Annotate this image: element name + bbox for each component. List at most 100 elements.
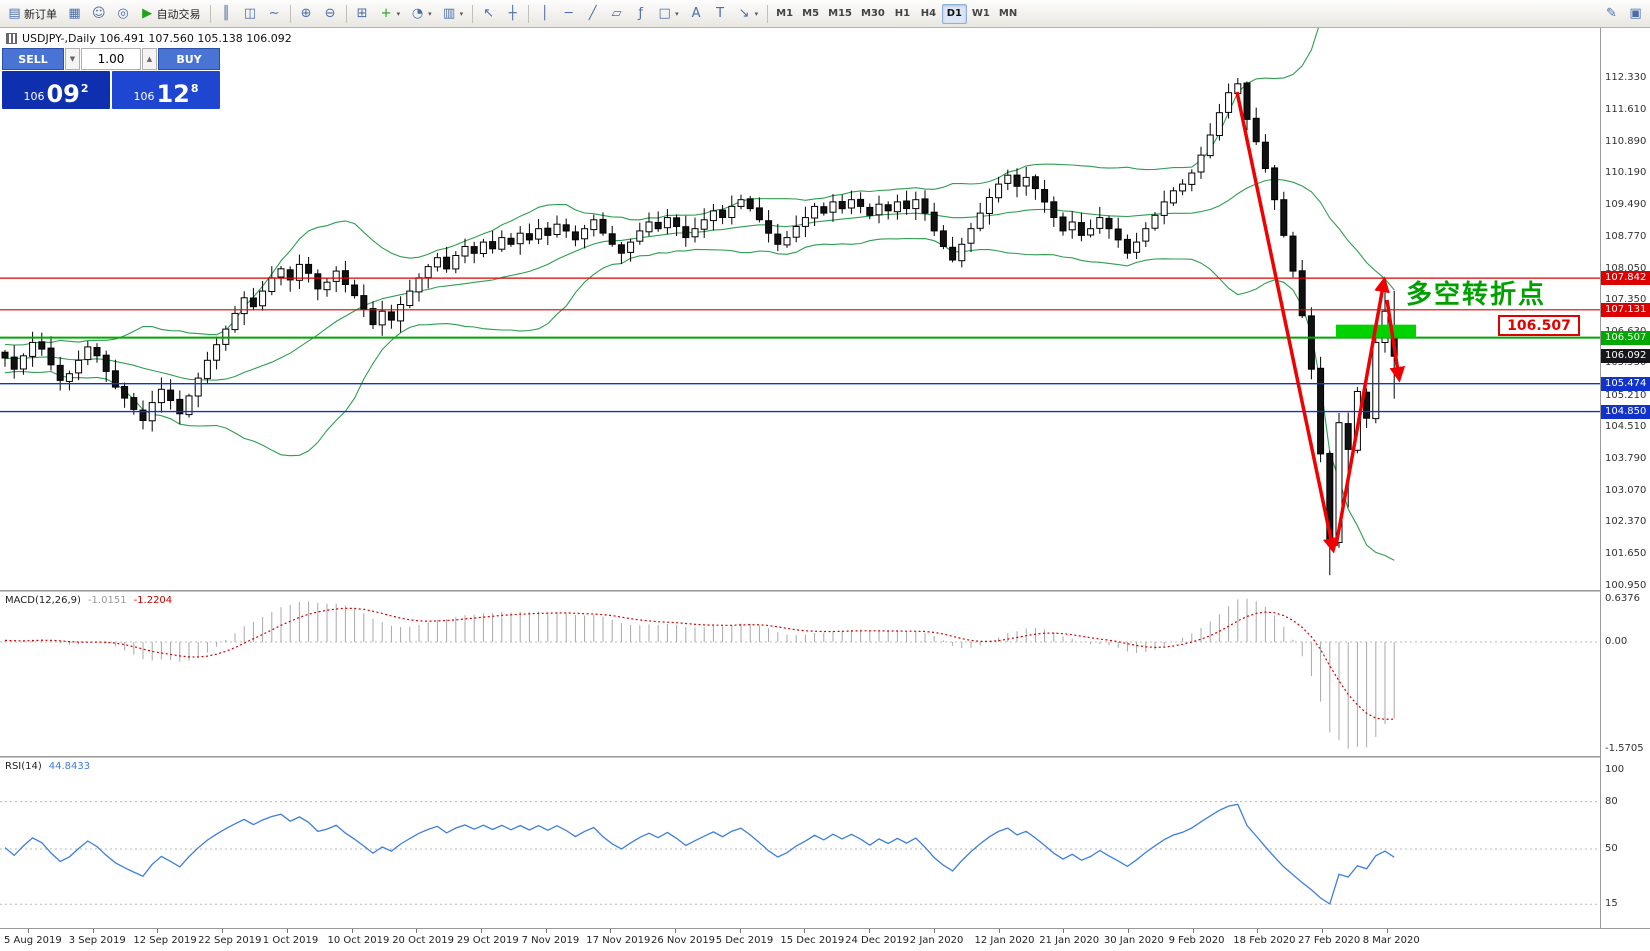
price-tick-label: 101.650 xyxy=(1605,548,1647,560)
price-level-badge: 106.507 xyxy=(1601,330,1650,345)
current-price-badge: 106.092 xyxy=(1601,349,1650,364)
candlestick-button[interactable]: ◫ xyxy=(239,3,262,25)
panel-separator[interactable] xyxy=(0,756,1650,758)
time-axis[interactable]: 5 Aug 2019 3 Sep 2019 12 Sep 2019 22 Sep 20… xyxy=(0,928,1650,951)
bar-chart-icon: ║ xyxy=(222,6,230,21)
buy-price-tile[interactable]: 106 12 8 xyxy=(112,71,220,109)
price-tick-label: 109.490 xyxy=(1605,198,1647,210)
rsi-panel[interactable]: RSI(14) 44.8433 xyxy=(0,758,1600,928)
channel-icon: ▱ xyxy=(611,6,622,21)
cursor-icon: ↖ xyxy=(483,6,495,21)
timeframe-h1-button[interactable]: H1 xyxy=(894,8,911,19)
crosshair-button[interactable]: ┼ xyxy=(501,3,524,25)
fibonacci-button[interactable]: ƒ xyxy=(629,3,652,25)
price-tick-label: 108.770 xyxy=(1605,230,1647,242)
level-price-box[interactable]: 106.507 xyxy=(1498,315,1580,336)
date-label: 8 Mar 2020 xyxy=(1362,935,1420,946)
indicators-button[interactable]: + ▾ xyxy=(375,3,406,25)
label-icon: T xyxy=(716,6,725,21)
timeframe-m5-button[interactable]: M5 xyxy=(802,8,820,19)
sell-button[interactable]: SELL xyxy=(2,48,64,70)
time-tick xyxy=(804,929,806,933)
shapes-button[interactable]: □ ▾ xyxy=(653,3,684,25)
horizontal-line-button[interactable]: ─ xyxy=(557,3,580,25)
channel-button[interactable]: ▱ xyxy=(605,3,628,25)
window-layout-button[interactable]: ▣ xyxy=(1624,3,1647,25)
date-label: 15 Dec 2019 xyxy=(780,935,845,946)
crosshair-icon: ┼ xyxy=(508,6,517,21)
timeframe-m30-button[interactable]: M30 xyxy=(861,8,885,19)
date-label: 30 Jan 2020 xyxy=(1103,935,1164,946)
rsi-tick-label: 80 xyxy=(1605,795,1618,807)
volume-increase-button[interactable]: ▲ xyxy=(142,48,157,70)
cursor-button[interactable]: ↖ xyxy=(477,3,500,25)
toolbar-separator xyxy=(528,4,530,23)
chevron-down-icon: ▾ xyxy=(428,9,432,18)
line-chart-icon: ∼ xyxy=(268,6,280,21)
macd-tick-label: -1.5705 xyxy=(1605,742,1644,754)
main-toolbar: ▤ 新订单 ▦ ☺ ◎ ▶ 自动交易 ║ ◫ ∼ ⊕ ⊖ ⊞ + ▾ ◔ ▾ ▥ ▾ ↖ ┼ │ ─ ╱ ▱ ƒ □ ▾ A T ↘ ▾ M1 M… xyxy=(0,0,1650,28)
chevron-down-icon: ▾ xyxy=(459,9,464,18)
buy-price-point: 8 xyxy=(190,82,199,95)
arrows-button[interactable]: ↘ ▾ xyxy=(733,3,764,25)
tile-windows-icon: ⊞ xyxy=(356,6,368,21)
new-order-button-label: 新订单 xyxy=(24,7,57,21)
timeframe-mn-button[interactable]: MN xyxy=(998,8,1018,19)
line-chart-button[interactable]: ∼ xyxy=(263,3,286,25)
volume-input[interactable]: 1.00 xyxy=(81,48,141,70)
time-tick xyxy=(92,929,94,933)
timeframe-h4-button[interactable]: H4 xyxy=(920,8,937,19)
charts-window-button[interactable]: ▦ xyxy=(63,3,86,25)
zoom-in-button[interactable]: ⊕ xyxy=(295,3,318,25)
templates-button[interactable]: ▥ ▾ xyxy=(438,3,469,25)
new-order-button[interactable]: ▤ 新订单 xyxy=(3,3,62,25)
date-label: 22 Sep 2019 xyxy=(198,935,262,946)
date-label: 26 Nov 2019 xyxy=(651,935,716,946)
chevron-down-icon: ▾ xyxy=(396,9,401,18)
time-tick xyxy=(610,929,612,933)
time-tick xyxy=(1127,929,1129,933)
draw-icon: ✎ xyxy=(1606,6,1617,21)
price-level-badge: 107.131 xyxy=(1601,302,1650,317)
toolbar-separator xyxy=(345,4,347,23)
timeframe-m15-button[interactable]: M15 xyxy=(828,8,853,19)
community-button[interactable]: ◎ xyxy=(112,3,135,25)
zoom-out-button[interactable]: ⊖ xyxy=(319,3,342,25)
rsi-name: RSI(14) xyxy=(5,761,42,772)
time-tick xyxy=(933,929,935,933)
volume-decrease-button[interactable]: ▼ xyxy=(65,48,80,70)
buy-button[interactable]: BUY xyxy=(158,48,220,70)
price-tick-label: 105.210 xyxy=(1605,389,1647,401)
periods-button[interactable]: ◔ ▾ xyxy=(406,3,437,25)
timeframe-m1-button[interactable]: M1 xyxy=(776,8,794,19)
macd-panel[interactable]: MACD(12,26,9) -1.0151 -1.2204 xyxy=(0,592,1600,756)
date-label: 5 Dec 2019 xyxy=(715,935,774,946)
price-axis[interactable]: 112.330 111.610 110.890 110.190 109.490 108.7… xyxy=(1600,28,1650,928)
price-tick-label: 112.330 xyxy=(1605,72,1647,83)
bar-chart-button[interactable]: ║ xyxy=(215,3,238,25)
market-watch-button[interactable]: ☺ xyxy=(87,3,111,25)
draw-button[interactable]: ✎ xyxy=(1600,3,1623,25)
sell-price-point: 2 xyxy=(80,82,89,95)
timeframe-d1-button[interactable]: D1 xyxy=(941,3,967,24)
vertical-line-button[interactable]: │ xyxy=(533,3,556,25)
panel-separator[interactable] xyxy=(0,590,1650,592)
time-tick xyxy=(869,929,871,933)
time-tick xyxy=(1063,929,1065,933)
date-label: 5 Aug 2019 xyxy=(4,935,62,946)
text-button[interactable]: A xyxy=(685,3,708,25)
sell-price-pips: 09 xyxy=(46,80,80,108)
charts-window-icon: ▦ xyxy=(68,6,81,21)
market-watch-icon: ☺ xyxy=(92,6,106,21)
sell-price-tile[interactable]: 106 09 2 xyxy=(2,71,110,109)
trendline-button[interactable]: ╱ xyxy=(581,3,604,25)
periods-icon: ◔ xyxy=(411,6,424,21)
rsi-label: RSI(14) 44.8433 xyxy=(5,761,90,772)
timeframe-w1-button[interactable]: W1 xyxy=(971,8,990,19)
label-button[interactable]: T xyxy=(709,3,732,25)
main-chart-panel[interactable]: USDJPY-,Daily 106.491 107.560 105.138 10… xyxy=(0,28,1600,590)
turning-point-annotation[interactable]: 多空转折点 xyxy=(1406,280,1547,310)
tile-windows-button[interactable]: ⊞ xyxy=(351,3,374,25)
autotrading-button[interactable]: ▶ 自动交易 xyxy=(136,3,206,25)
